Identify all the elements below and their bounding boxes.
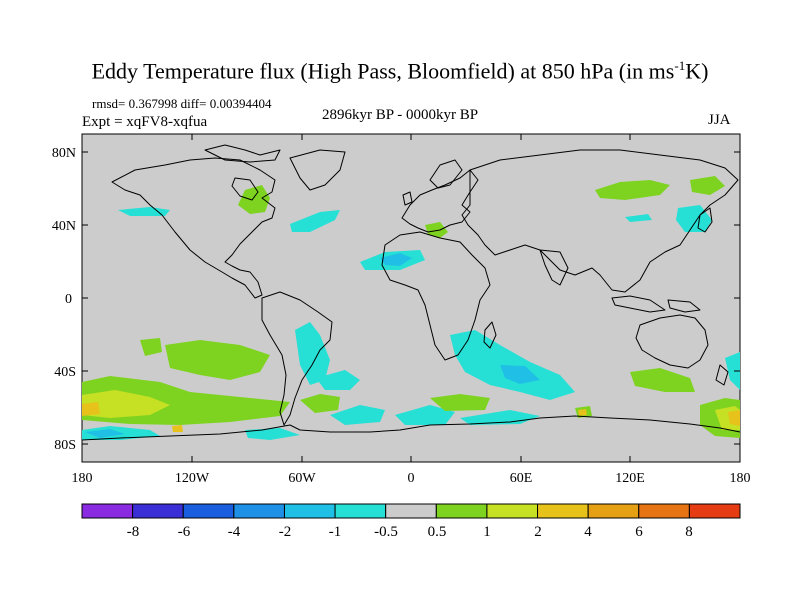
coast-japan (697, 207, 713, 233)
patch-pos (425, 222, 448, 238)
patch-pos (595, 180, 670, 200)
colorbar-box (587, 503, 640, 519)
patch-neg2 (380, 253, 412, 266)
colorbar-label: -4 (228, 524, 241, 540)
patch-pos4 (728, 410, 740, 426)
colorbar-label: 8 (685, 524, 693, 540)
colorbar-label: -2 (279, 524, 292, 540)
period-label: 2896kyr BP - 0000kyr BP (322, 107, 479, 123)
colorbar-box (688, 503, 741, 519)
y-tick-label: 40N (52, 219, 76, 234)
colorbar-label: -0.5 (374, 524, 398, 540)
patch-neg2 (85, 429, 125, 438)
x-tick-label: 180 (72, 471, 93, 486)
patch-neg (395, 405, 455, 425)
x-tick-label: 60W (288, 471, 316, 486)
colorbar-box (233, 503, 285, 519)
patch-neg2 (500, 365, 540, 384)
map-ticks (81, 134, 741, 462)
colorbar-label: 6 (635, 524, 643, 540)
patch-pos4 (82, 402, 100, 416)
x-tick-label: 0 (408, 471, 415, 486)
coast-hudson (231, 177, 259, 201)
patch-neg (625, 214, 652, 222)
patch-pos (430, 394, 490, 411)
colorbar-labels: -8 -6 -4 -2 -1 -0.5 0.5 1 2 4 6 8 (127, 524, 693, 540)
y-tick-label: 80N (52, 146, 76, 161)
y-tick-label: 0 (65, 292, 72, 307)
patch-pos (690, 176, 725, 195)
coast-arctic-islands (204, 144, 281, 163)
coast-scandinavia (429, 159, 463, 189)
coast-madagascar (483, 321, 497, 349)
colorbar-box (81, 503, 134, 519)
patch-pos2 (82, 390, 170, 418)
colorbar-label: 1 (483, 524, 491, 540)
coast-new-zealand (715, 364, 729, 386)
coast-europe (401, 169, 479, 233)
chart-title: Eddy Temperature flux (High Pass, Bloomf… (91, 58, 709, 84)
patch-pos (630, 368, 695, 392)
colorbar-label: 0.5 (428, 524, 447, 540)
coast-australia (635, 314, 709, 369)
x-tick-label: 60E (510, 471, 533, 486)
x-tick-labels: 180 120W 60W 0 60E 120E 180 (72, 471, 751, 486)
patch-pos (300, 394, 340, 413)
coast-new-guinea (667, 299, 701, 313)
coast-south-america (261, 291, 333, 426)
coast-indonesia (611, 295, 666, 313)
patch-neg (290, 210, 340, 232)
colorbar-box (334, 503, 387, 519)
x-tick-label: 120W (175, 471, 210, 486)
coast-india (539, 249, 569, 286)
patch-neg (316, 370, 360, 390)
patch-neg (460, 410, 540, 425)
colorbar-label: -1 (329, 524, 342, 540)
patch-neg (330, 405, 385, 425)
colorbar-box (385, 503, 437, 519)
coast-uk (402, 191, 413, 206)
patch-pos4 (172, 425, 183, 432)
colorbar-box (182, 503, 235, 519)
stats-text: rmsd= 0.367998 diff= 0.00394404 (92, 96, 272, 111)
coastlines (81, 144, 741, 441)
patch-pos4 (578, 409, 587, 416)
patch-neg (245, 428, 300, 440)
experiment-label: Expt = xqFV8-xqfua (82, 114, 208, 130)
y-tick-label: 40S (54, 365, 76, 380)
colorbar-box (638, 503, 690, 519)
coast-asia (461, 149, 739, 293)
season-label: JJA (708, 112, 731, 128)
patch-neg (118, 207, 170, 216)
coast-africa (381, 231, 491, 361)
anomaly-patches (82, 176, 740, 440)
y-tick-label: 80S (54, 438, 76, 453)
coast-antarctica (81, 415, 741, 441)
x-tick-label: 120E (615, 471, 645, 486)
colorbar-box (486, 503, 539, 519)
patch-neg (450, 330, 575, 400)
patch-pos (165, 340, 270, 380)
coast-north-america (111, 157, 276, 299)
colorbar-label: 4 (584, 524, 592, 540)
patch-neg (725, 352, 740, 390)
patch-pos (140, 338, 162, 356)
patch-pos (238, 185, 270, 214)
patch-neg (295, 322, 330, 385)
coast-greenland (289, 149, 346, 191)
colorbar-box (283, 503, 336, 519)
y-tick-labels: 80N 40N 0 40S 80S (52, 146, 76, 453)
colorbar-label: 2 (534, 524, 542, 540)
colorbar (81, 503, 741, 519)
colorbar-box (435, 503, 488, 519)
colorbar-box (132, 503, 184, 519)
colorbar-box (537, 503, 589, 519)
colorbar-label: -8 (127, 524, 140, 540)
x-tick-label: 180 (730, 471, 751, 486)
colorbar-label: -6 (178, 524, 191, 540)
